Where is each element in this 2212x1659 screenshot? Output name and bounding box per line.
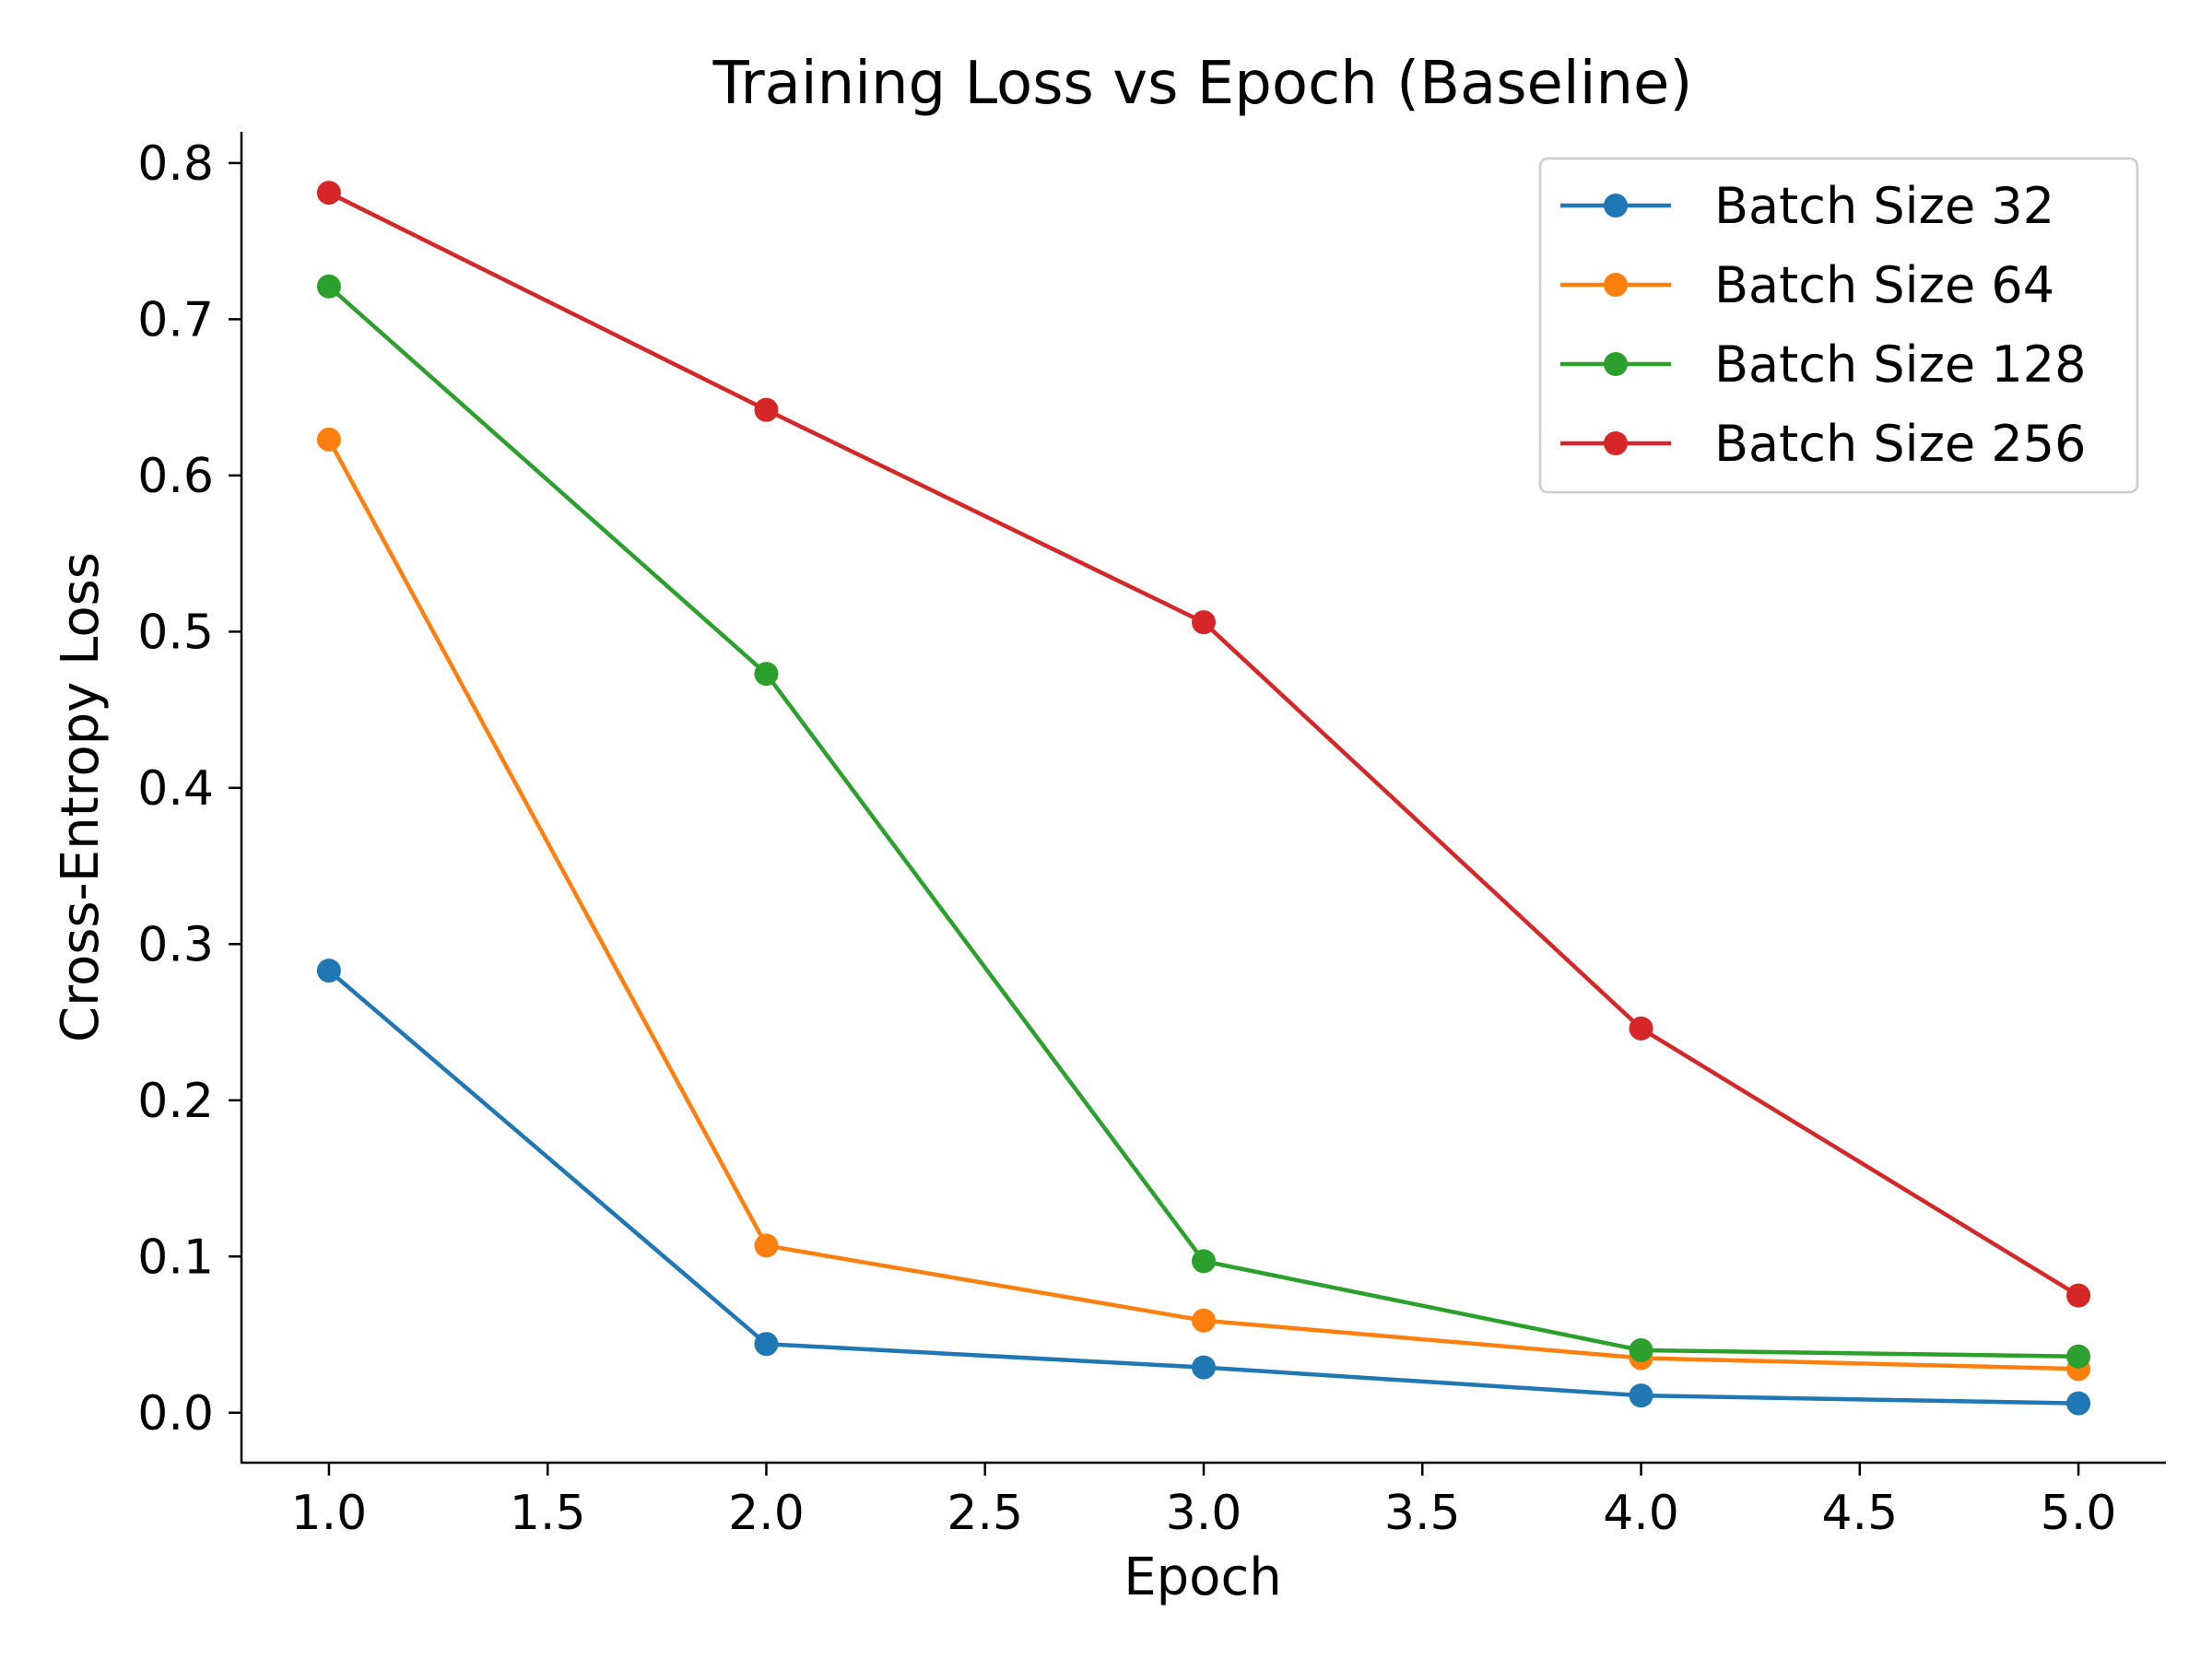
x-tick-label: 3.0 xyxy=(1166,1486,1242,1541)
data-point xyxy=(754,662,779,687)
data-point xyxy=(1629,1383,1653,1408)
series-1 xyxy=(316,959,2091,1416)
y-tick-label: 0.7 xyxy=(137,292,214,347)
data-point xyxy=(754,1233,779,1258)
legend-swatch-marker xyxy=(1604,431,1628,455)
data-point xyxy=(316,274,341,299)
legend-swatch-marker xyxy=(1604,194,1628,218)
y-tick-label: 0.3 xyxy=(137,917,214,972)
x-axis-label: Epoch xyxy=(1124,1547,1281,1607)
series-line xyxy=(327,969,2079,1406)
data-point xyxy=(2066,1391,2091,1416)
x-tick-label: 3.5 xyxy=(1384,1486,1461,1541)
data-point xyxy=(754,397,779,422)
y-tick-label: 0.8 xyxy=(137,136,214,192)
data-point xyxy=(2066,1283,2091,1308)
legend-item: Batch Size 256 xyxy=(1560,415,2086,473)
y-tick-label: 0.5 xyxy=(137,605,214,660)
series-line xyxy=(326,438,2079,1371)
y-axis-label: Cross-Entropy Loss xyxy=(51,552,111,1042)
data-point xyxy=(316,959,341,983)
y-tick-label: 0.4 xyxy=(137,761,214,817)
x-tick-label: 1.5 xyxy=(510,1486,586,1541)
x-tick-label: 1.0 xyxy=(291,1486,368,1541)
series-3 xyxy=(316,274,2091,1369)
y-tick-label: 0.1 xyxy=(137,1230,214,1285)
x-tick-label: 2.0 xyxy=(728,1486,805,1541)
y-ticks: 0.0 0.1 0.2 0.3 0.4 0.5 0.6 0.7 0.8 xyxy=(137,136,241,1441)
plot-area xyxy=(316,181,2091,1416)
x-tick-label: 2.5 xyxy=(947,1486,1023,1541)
data-point xyxy=(1192,1308,1216,1333)
legend-label: Batch Size 64 xyxy=(1714,256,2054,314)
data-point xyxy=(1629,1016,1653,1041)
chart-title: Training Loss vs Epoch (Baseline) xyxy=(712,50,1693,118)
x-tick-label: 4.0 xyxy=(1603,1486,1679,1541)
y-tick-label: 0.2 xyxy=(137,1074,214,1129)
data-point xyxy=(754,1332,779,1357)
legend-swatch-marker xyxy=(1604,273,1628,297)
legend-label: Batch Size 256 xyxy=(1714,415,2086,473)
data-point xyxy=(1192,610,1216,635)
data-point xyxy=(1629,1337,1653,1362)
legend-frame xyxy=(1538,157,2139,494)
data-point xyxy=(2066,1344,2091,1369)
x-tick-label: 4.5 xyxy=(1821,1486,1898,1541)
legend-swatch-marker xyxy=(1604,352,1628,376)
x-ticks: 1.0 1.5 2.0 2.5 3.0 3.5 4.0 4.5 5.0 xyxy=(291,1463,2117,1541)
y-tick-label: 0.6 xyxy=(137,449,214,504)
data-point xyxy=(1192,1249,1216,1274)
legend-label: Batch Size 32 xyxy=(1714,177,2054,235)
x-tick-label: 5.0 xyxy=(2041,1486,2117,1541)
series-4 xyxy=(316,181,2091,1308)
data-point xyxy=(316,427,341,452)
legend-item: Batch Size 64 xyxy=(1560,256,2054,314)
y-tick-label: 0.0 xyxy=(137,1386,214,1441)
legend-item: Batch Size 32 xyxy=(1560,177,2054,235)
series-2 xyxy=(316,427,2091,1382)
data-point xyxy=(316,181,341,206)
legend-label: Batch Size 128 xyxy=(1714,335,2086,394)
data-point xyxy=(1192,1355,1216,1380)
legend: Batch Size 32 Batch Size 64 Batch Size 128… xyxy=(1538,157,2139,494)
legend-item: Batch Size 128 xyxy=(1560,335,2086,394)
